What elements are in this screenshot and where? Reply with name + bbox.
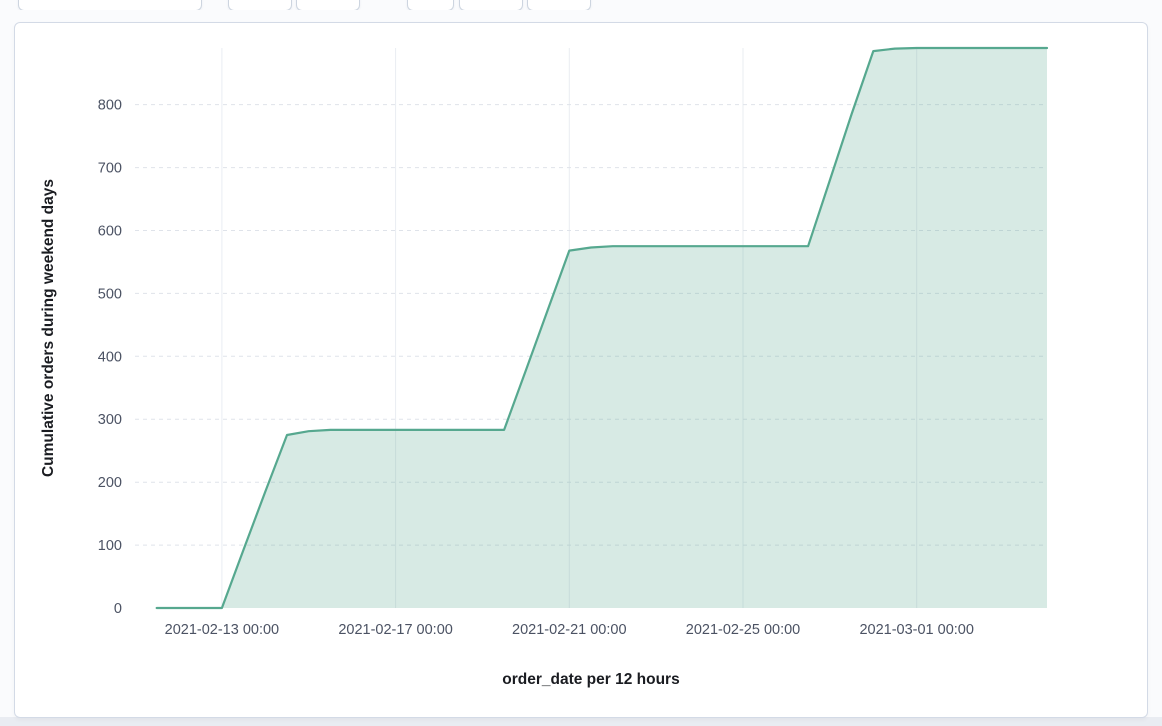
x-axis-title: order_date per 12 hours <box>502 671 680 688</box>
top-toolbar <box>0 0 1162 10</box>
x-tick-label: 2021-02-13 00:00 <box>165 622 280 638</box>
y-tick-label: 200 <box>98 475 122 491</box>
y-tick-label: 600 <box>98 224 122 240</box>
area-line <box>155 46 1049 610</box>
x-tick-label: 2021-02-21 00:00 <box>512 622 627 638</box>
y-tick-label: 0 <box>114 601 122 617</box>
cumulative-orders-area-chart[interactable]: 0 100 200 300 400 500 600 700 800 2021-02-13 00:0… <box>15 23 1147 715</box>
y-tick-label: 800 <box>98 98 122 114</box>
area-fill <box>156 48 1047 608</box>
toolbar-button-6[interactable] <box>527 0 591 10</box>
toolbar-button-2[interactable] <box>228 0 292 10</box>
y-axis-title: Cumulative orders during weekend days <box>40 178 57 478</box>
x-tick-label: 2021-02-25 00:00 <box>686 622 801 638</box>
y-tick-label: 400 <box>98 349 122 365</box>
toolbar-button-3[interactable] <box>296 0 360 10</box>
chart-panel: 0 100 200 300 400 500 600 700 800 2021-02-13 00:0… <box>14 22 1148 718</box>
toolbar-button-5[interactable] <box>459 0 523 10</box>
x-tick-label: 2021-02-17 00:00 <box>338 622 453 638</box>
y-tick-label: 300 <box>98 412 122 428</box>
y-tick-label: 700 <box>98 161 122 177</box>
page-background-strip <box>0 717 1162 726</box>
toolbar-button-1[interactable] <box>18 0 202 10</box>
toolbar-button-4[interactable] <box>407 0 454 10</box>
y-tick-label: 100 <box>98 538 122 554</box>
x-tick-label: 2021-03-01 00:00 <box>859 622 974 638</box>
y-tick-label: 500 <box>98 286 122 302</box>
